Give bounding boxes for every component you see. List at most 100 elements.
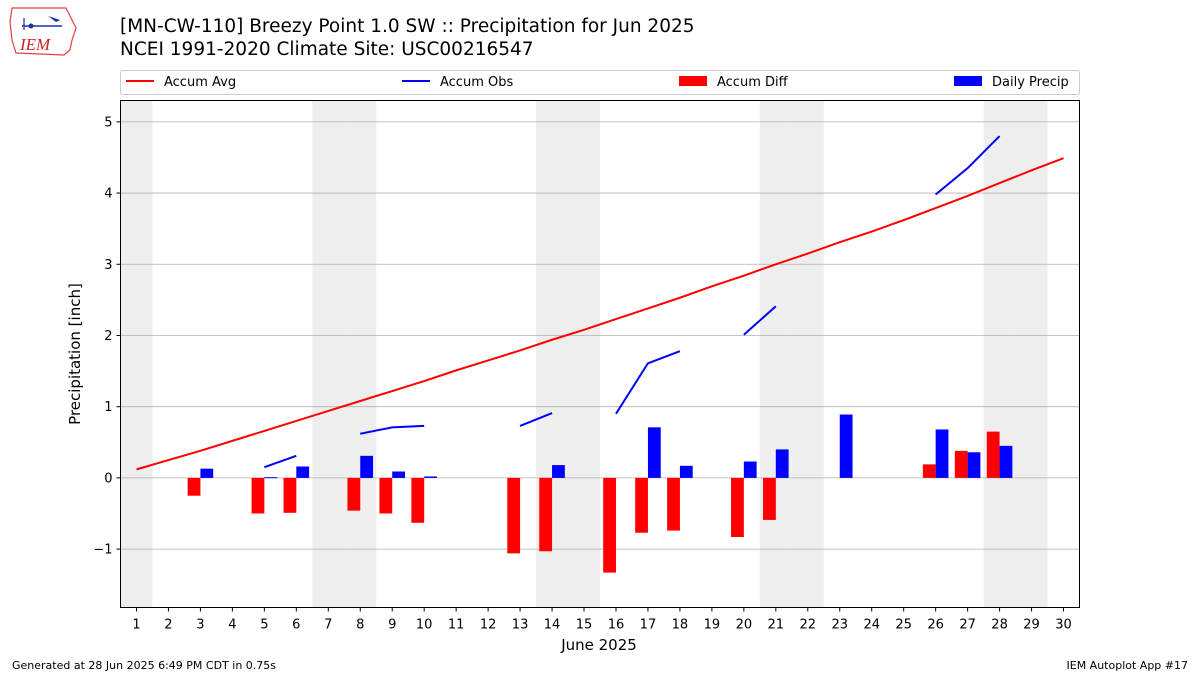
daily-precip-bar [743, 461, 757, 478]
daily-precip-bar [999, 445, 1013, 478]
daily-precip-bar [264, 477, 278, 479]
accum-diff-bar [954, 450, 968, 478]
legend-daily-precip-swatch [954, 76, 982, 86]
legend: Accum Avg Accum Obs Accum Diff Daily Pre… [120, 70, 1080, 95]
iem-logo-text: IEM [19, 35, 51, 54]
x-tick-label: 13 [512, 618, 529, 633]
y-axis: −1 0 1 2 3 4 5 [93, 115, 121, 558]
x-tick-label: 9 [388, 618, 396, 633]
accum-diff-bar [251, 477, 265, 514]
daily-precip-bar [424, 476, 437, 478]
x-tick-label: 24 [863, 618, 880, 633]
daily-precip-bar [360, 455, 374, 478]
accum-obs-segment [743, 305, 777, 336]
accum-diff-bar [635, 477, 648, 533]
legend-accum-diff-swatch [679, 76, 707, 86]
daily-precip-bar [296, 466, 310, 478]
weekend-band [120, 100, 153, 608]
x-tick-label: 28 [991, 618, 1008, 633]
x-tick-label: 25 [895, 618, 912, 633]
x-tick-label: 4 [228, 618, 236, 633]
accum-diff-bar [347, 477, 361, 511]
x-tick-label: 21 [768, 618, 785, 633]
accum-diff-bar [283, 477, 297, 513]
x-tick-label: 14 [544, 618, 561, 633]
x-tick-label: 12 [480, 618, 497, 633]
y-tick-label: −1 [93, 543, 112, 558]
daily-precip-bar [200, 468, 214, 478]
weekend-band [1015, 100, 1048, 608]
x-tick-label: 26 [927, 618, 944, 633]
y-tick-label: 1 [104, 400, 112, 415]
x-axis: 1 2 3 4 5 6 7 8 9 10 11 12 13 14 15 16 17 18 19 20 21 22 23 24 2… [132, 607, 1072, 633]
accum-diff-bar [379, 477, 393, 514]
x-tick-label: 7 [324, 618, 332, 633]
x-tick-label: 19 [704, 618, 721, 633]
daily-precip-bar [647, 427, 661, 478]
accum-diff-bar [763, 477, 776, 520]
weekend-band [344, 100, 377, 608]
accum-obs-segment [264, 454, 297, 469]
accum-diff-bar [507, 477, 521, 554]
legend-daily-precip: Daily Precip [992, 75, 1069, 90]
accum-diff-bar [731, 477, 744, 538]
chart-subtitle: NCEI 1991-2020 Climate Site: USC00216547 [120, 39, 534, 60]
app-credit: IEM Autoplot App #17 [1066, 659, 1189, 672]
x-tick-label: 10 [416, 618, 433, 633]
generated-timestamp: Generated at 28 Jun 2025 6:49 PM CDT in … [12, 659, 277, 672]
x-tick-label: 20 [736, 618, 753, 633]
daily-precip-bar [839, 414, 853, 478]
accum-obs-segment [615, 350, 681, 415]
weekend-band [312, 100, 345, 608]
x-tick-label: 15 [576, 618, 593, 633]
accum-diff-bar [411, 477, 425, 523]
weekend-band [759, 100, 792, 608]
weekend-band [568, 100, 600, 608]
daily-precip-bar [967, 452, 981, 478]
accum-diff-bar [986, 431, 1000, 478]
y-tick-label: 3 [104, 258, 112, 273]
x-tick-label: 27 [959, 618, 976, 633]
x-tick-label: 16 [608, 618, 625, 633]
x-tick-label: 6 [292, 618, 300, 633]
accum-diff-bar [187, 477, 201, 496]
bar-series [187, 414, 1013, 573]
y-tick-label: 2 [104, 329, 112, 344]
daily-precip-bar [935, 429, 949, 478]
x-tick-label: 1 [132, 618, 140, 633]
y-tick-label: 5 [104, 115, 112, 130]
accum-diff-bar [922, 464, 936, 478]
x-tick-label: 2 [164, 618, 172, 633]
x-tick-label: 3 [196, 618, 204, 633]
x-tick-label: 5 [260, 618, 268, 633]
x-tick-label: 30 [1055, 618, 1072, 633]
y-tick-label: 0 [104, 471, 112, 486]
x-tick-label: 18 [672, 618, 689, 633]
accum-obs-segment [935, 135, 1001, 196]
weekend-band [983, 100, 1016, 608]
daily-precip-bar [392, 471, 406, 478]
chart-title: [MN-CW-110] Breezy Point 1.0 SW :: Preci… [120, 16, 695, 37]
accum-obs-segment [360, 424, 425, 435]
legend-accum-diff: Accum Diff [717, 75, 789, 90]
x-tick-label: 29 [1023, 618, 1040, 633]
weekend-shading [120, 100, 1048, 608]
daily-precip-bar [552, 465, 565, 478]
x-tick-label: 8 [356, 618, 364, 633]
y-tick-label: 4 [104, 187, 112, 202]
accum-avg-line [136, 157, 1064, 471]
legend-accum-avg: Accum Avg [164, 75, 236, 90]
accum-diff-bar [667, 477, 680, 531]
x-tick-label: 23 [831, 618, 848, 633]
weekend-band [791, 100, 824, 608]
accum-diff-bar [603, 477, 616, 573]
grid-lines [120, 121, 1080, 550]
legend-box [120, 70, 1080, 95]
line-series [136, 135, 1064, 471]
x-tick-label: 17 [640, 618, 657, 633]
iem-logo: IEM [9, 7, 77, 56]
x-axis-label: June 2025 [560, 636, 637, 654]
x-tick-label: 22 [800, 618, 817, 633]
plot-frame [120, 100, 1080, 608]
x-tick-label: 11 [448, 618, 465, 633]
